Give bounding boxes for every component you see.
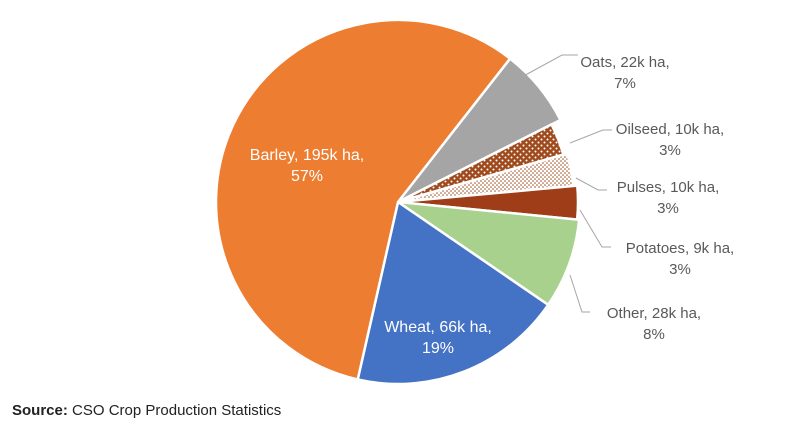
source-note: Source: CSO Crop Production Statistics [12,402,281,419]
data-label-pulses-name: Pulses, 10k ha, [617,179,720,196]
data-label-other-percent: 8% [643,326,665,343]
pie-slice-other [397,200,581,307]
pie-slice-wheat [356,199,550,386]
pie-chart: Oats, 22k ha, 7% Oilseed, 10k ha, 3% Pulses,… [214,18,734,386]
leader-line-pulses [575,177,607,191]
leader-line-oats [519,54,578,79]
data-label-other-name: Other, 28k ha, [607,305,701,322]
pie-slice-barley [214,18,512,381]
leader-line-other [569,274,590,313]
data-label-oats-name: Oats, 22k ha, [580,54,669,71]
data-label-oats-percent: 7% [614,75,636,92]
data-label-barley-percent: 57% [291,168,323,185]
leader-line-potatoes [579,209,611,248]
data-label-pulses-percent: 3% [657,200,679,217]
data-label-barley-name: Barley, 195k ha, [250,147,364,164]
source-label: Source: [12,402,68,419]
leader-line-oilseed [569,129,612,144]
data-label-wheat-percent: 19% [422,340,454,357]
data-label-potatoes-percent: 3% [669,261,691,278]
data-label-wheat-name: Wheat, 66k ha, [384,319,492,336]
data-label-oilseed-percent: 3% [659,142,681,159]
data-label-potatoes-name: Potatoes, 9k ha, [626,240,734,257]
source-text: CSO Crop Production Statistics [67,402,282,419]
data-label-oilseed-name: Oilseed, 10k ha, [616,121,724,138]
